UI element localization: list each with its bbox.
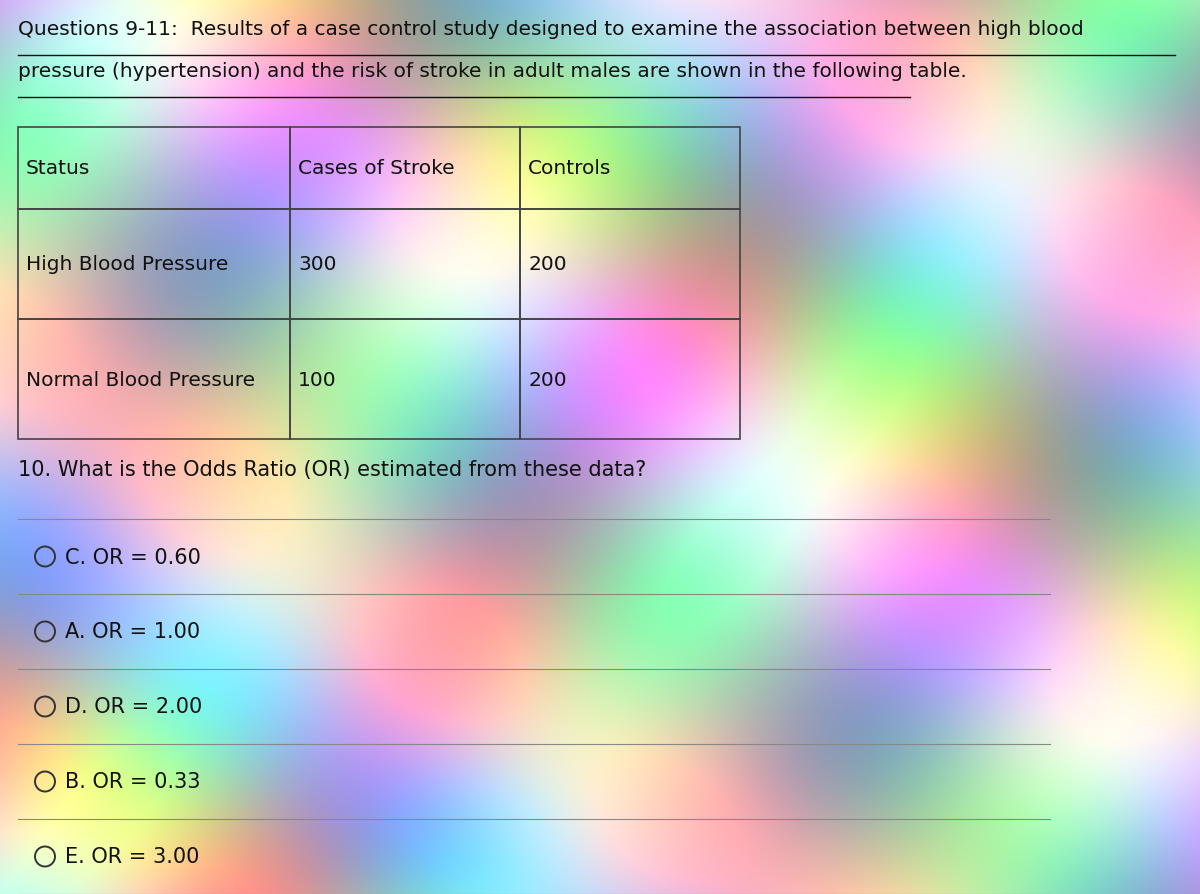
- Text: C. OR = 0.60: C. OR = 0.60: [65, 547, 200, 567]
- Bar: [18, 128, 290, 210]
- Bar: [290, 320, 520, 440]
- Text: D. OR = 2.00: D. OR = 2.00: [65, 696, 203, 717]
- Text: 200: 200: [528, 370, 566, 389]
- Text: Normal Blood Pressure: Normal Blood Pressure: [26, 370, 256, 389]
- Text: E. OR = 3.00: E. OR = 3.00: [65, 847, 199, 866]
- Text: Controls: Controls: [528, 159, 611, 178]
- Text: Questions 9-11:  Results of a case control study designed to examine the associa: Questions 9-11: Results of a case contro…: [18, 20, 1084, 39]
- Bar: [520, 128, 740, 210]
- Text: pressure (hypertension) and the risk of stroke in adult males are shown in the f: pressure (hypertension) and the risk of …: [18, 62, 967, 81]
- Text: 300: 300: [298, 255, 336, 274]
- Text: High Blood Pressure: High Blood Pressure: [26, 255, 228, 274]
- Bar: [290, 210, 520, 320]
- Text: Cases of Stroke: Cases of Stroke: [298, 159, 455, 178]
- Text: 200: 200: [528, 255, 566, 274]
- Bar: [520, 320, 740, 440]
- Text: 100: 100: [298, 370, 337, 389]
- Text: A. OR = 1.00: A. OR = 1.00: [65, 622, 200, 642]
- Bar: [18, 320, 290, 440]
- Bar: [18, 210, 290, 320]
- Text: Status: Status: [26, 159, 90, 178]
- Bar: [290, 128, 520, 210]
- Bar: [520, 210, 740, 320]
- Text: 10. What is the Odds Ratio (OR) estimated from these data?: 10. What is the Odds Ratio (OR) estimate…: [18, 460, 647, 479]
- Text: B. OR = 0.33: B. OR = 0.33: [65, 772, 200, 791]
